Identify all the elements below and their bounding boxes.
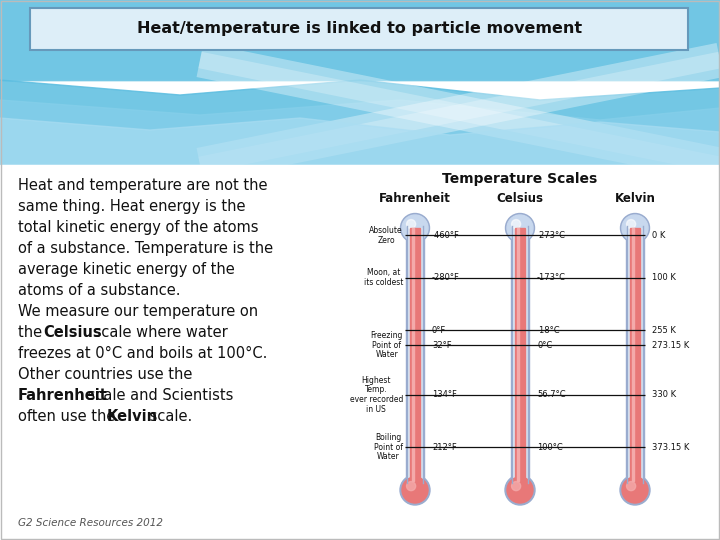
Text: Heat and temperature are not the: Heat and temperature are not the (18, 178, 268, 193)
Bar (406, 226, 424, 483)
Bar (513, 228, 527, 481)
Text: G2 Science Resources 2012: G2 Science Resources 2012 (18, 518, 163, 528)
Bar (524, 228, 527, 481)
Bar (639, 228, 642, 481)
Circle shape (620, 475, 650, 505)
Bar (0, 165, 720, 540)
Text: Heat/temperature is linked to particle movement: Heat/temperature is linked to particle m… (138, 22, 582, 37)
Text: scale and Scientists: scale and Scientists (83, 388, 233, 403)
Text: Celsius: Celsius (497, 192, 544, 205)
Text: 273.15 K: 273.15 K (652, 341, 689, 349)
Bar (410, 228, 420, 481)
Text: freezes at 0°C and boils at 100°C.: freezes at 0°C and boils at 100°C. (18, 346, 267, 361)
Circle shape (626, 482, 636, 491)
Text: 32°F: 32°F (432, 341, 451, 349)
Text: 373.15 K: 373.15 K (652, 443, 689, 451)
Bar (0, 0, 720, 80)
Circle shape (621, 213, 649, 242)
Text: Other countries use the: Other countries use the (18, 367, 192, 382)
Text: often use the: often use the (18, 409, 120, 424)
Circle shape (505, 213, 534, 242)
Bar (511, 226, 529, 483)
Text: -280°F: -280°F (432, 273, 460, 282)
Circle shape (400, 213, 430, 242)
Bar (408, 228, 412, 481)
Circle shape (407, 220, 415, 228)
Text: Fahrenheit: Fahrenheit (18, 388, 108, 403)
Circle shape (511, 220, 521, 228)
Text: 134°F: 134°F (432, 390, 457, 400)
Circle shape (626, 220, 636, 228)
Text: 0°C: 0°C (537, 341, 552, 349)
Bar (408, 228, 422, 481)
Text: Absolute
Zero: Absolute Zero (369, 226, 403, 245)
Bar (628, 228, 631, 481)
Text: scale where water: scale where water (89, 325, 228, 340)
Bar (626, 226, 644, 483)
Text: total kinetic energy of the atoms: total kinetic energy of the atoms (18, 220, 258, 235)
FancyBboxPatch shape (30, 8, 688, 50)
Text: 56.7°C: 56.7°C (537, 390, 566, 400)
Polygon shape (0, 100, 720, 165)
Text: -273°C: -273°C (537, 231, 566, 240)
Bar (628, 228, 642, 481)
Text: 0 K: 0 K (652, 231, 665, 240)
Text: Fahrenheit: Fahrenheit (379, 192, 451, 205)
Bar (631, 228, 634, 481)
Circle shape (505, 475, 535, 505)
Text: Boiling
Point of
Water: Boiling Point of Water (374, 433, 403, 461)
Bar (513, 228, 516, 481)
Text: 100°C: 100°C (537, 443, 563, 451)
Text: Kelvin: Kelvin (615, 192, 655, 205)
Polygon shape (0, 80, 720, 165)
Text: Moon, at
its coldest: Moon, at its coldest (364, 268, 403, 287)
Text: 255 K: 255 K (652, 326, 676, 335)
Text: 212°F: 212°F (432, 443, 456, 451)
Text: average kinetic energy of the: average kinetic energy of the (18, 262, 235, 277)
Text: of a substance. Temperature is the: of a substance. Temperature is the (18, 241, 273, 256)
Circle shape (511, 482, 521, 491)
Bar (515, 228, 525, 481)
Bar (0, 0, 720, 80)
Text: -18°C: -18°C (537, 326, 561, 335)
Bar (630, 228, 640, 481)
Bar (516, 228, 519, 481)
Bar (412, 228, 414, 481)
Circle shape (507, 215, 533, 241)
Text: We measure our temperature on: We measure our temperature on (18, 304, 258, 319)
Text: 100 K: 100 K (652, 273, 676, 282)
Text: 330 K: 330 K (652, 390, 676, 400)
Text: atoms of a substance.: atoms of a substance. (18, 283, 181, 298)
Bar (419, 228, 422, 481)
Text: Kelvin: Kelvin (107, 409, 158, 424)
Text: -460°F: -460°F (432, 231, 460, 240)
Circle shape (402, 477, 428, 503)
Circle shape (407, 482, 415, 491)
Text: scale.: scale. (145, 409, 192, 424)
Text: Celsius: Celsius (43, 325, 102, 340)
Text: same thing. Heat energy is the: same thing. Heat energy is the (18, 199, 246, 214)
Text: Highest
Temp.
ever recorded
in US: Highest Temp. ever recorded in US (350, 376, 403, 414)
Circle shape (622, 477, 648, 503)
Polygon shape (0, 118, 720, 165)
Circle shape (402, 215, 428, 241)
Text: Temperature Scales: Temperature Scales (442, 172, 598, 186)
Text: the: the (18, 325, 47, 340)
Circle shape (507, 477, 533, 503)
Text: -173°C: -173°C (537, 273, 566, 282)
Circle shape (400, 475, 430, 505)
Text: 0°F: 0°F (432, 326, 446, 335)
Circle shape (622, 215, 648, 241)
Text: Freezing
Point of
Water: Freezing Point of Water (371, 331, 403, 359)
